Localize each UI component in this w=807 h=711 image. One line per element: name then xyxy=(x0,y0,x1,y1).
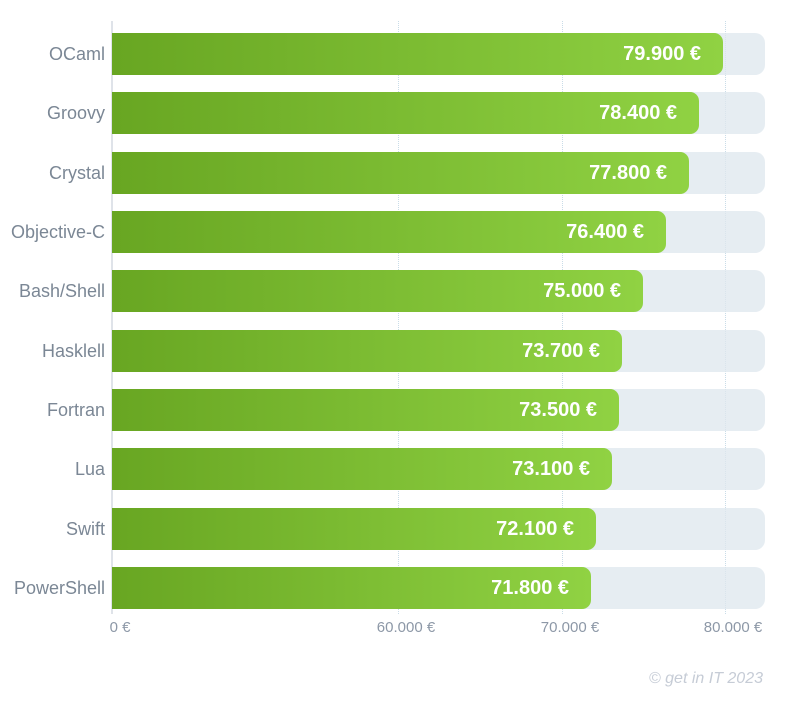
category-label: Bash/Shell xyxy=(18,281,105,301)
bar-track: 73.700 € xyxy=(112,330,765,372)
label-gap xyxy=(105,270,112,312)
category-label: Lua xyxy=(74,459,105,479)
value-bar: 72.100 € xyxy=(112,508,596,550)
category-label: Groovy xyxy=(46,103,105,123)
bar-row: Hasklell 73.700 € xyxy=(0,330,765,372)
bar-value-label: 73.500 € xyxy=(519,399,597,421)
label-gap xyxy=(105,508,112,550)
bar-value-label: 79.900 € xyxy=(623,43,701,65)
value-bar: 75.000 € xyxy=(112,270,643,312)
bar-row: Crystal 77.800 € xyxy=(0,152,765,194)
value-bar: 77.800 € xyxy=(112,152,689,194)
label-gap xyxy=(105,92,112,134)
bar-track: 79.900 € xyxy=(112,33,765,75)
label-gap xyxy=(105,389,112,431)
x-tick-label: 70.000 € xyxy=(540,619,600,636)
value-bar: 73.100 € xyxy=(112,448,612,490)
bar-row: Bash/Shell 75.000 € xyxy=(0,270,765,312)
label-gap xyxy=(105,33,112,75)
value-bar: 78.400 € xyxy=(112,92,699,134)
value-bar: 79.900 € xyxy=(112,33,723,75)
bar-track: 71.800 € xyxy=(112,567,765,609)
category-label: PowerShell xyxy=(13,578,105,598)
bar-track: 73.100 € xyxy=(112,448,765,490)
bar-track: 78.400 € xyxy=(112,92,765,134)
bar-row: OCaml 79.900 € xyxy=(0,33,765,75)
label-gap xyxy=(105,448,112,490)
bar-value-label: 77.800 € xyxy=(589,162,667,184)
bar-row: Lua 73.100 € xyxy=(0,448,765,490)
bar-track: 77.800 € xyxy=(112,152,765,194)
bar-value-label: 75.000 € xyxy=(543,280,621,302)
bar-value-label: 76.400 € xyxy=(566,221,644,243)
bar-track: 76.400 € xyxy=(112,211,765,253)
category-label: Objective-C xyxy=(10,222,105,242)
category-label: Crystal xyxy=(48,163,105,183)
category-label: OCaml xyxy=(48,44,105,64)
bar-value-label: 73.700 € xyxy=(522,340,600,362)
y-axis-line xyxy=(111,21,113,614)
value-bar: 76.400 € xyxy=(112,211,666,253)
bar-row: PowerShell 71.800 € xyxy=(0,567,765,609)
gridline-80000 xyxy=(725,21,726,614)
bar-value-label: 78.400 € xyxy=(599,102,677,124)
bar-row: Groovy 78.400 € xyxy=(0,92,765,134)
label-gap xyxy=(105,567,112,609)
gridline-60000 xyxy=(398,21,399,614)
bar-track: 73.500 € xyxy=(112,389,765,431)
x-tick-label: 0 € xyxy=(109,619,131,636)
category-label: Hasklell xyxy=(41,341,105,361)
copyright-credit: © get in IT 2023 xyxy=(648,670,763,687)
category-label: Swift xyxy=(65,519,105,539)
x-tick-label: 60.000 € xyxy=(376,619,436,636)
bar-row: Fortran 73.500 € xyxy=(0,389,765,431)
value-bar: 71.800 € xyxy=(112,567,591,609)
bar-track: 75.000 € xyxy=(112,270,765,312)
label-gap xyxy=(105,152,112,194)
bar-value-label: 71.800 € xyxy=(491,577,569,599)
x-tick-label: 80.000 € xyxy=(703,619,763,636)
value-bar: 73.500 € xyxy=(112,389,619,431)
category-label: Fortran xyxy=(46,400,105,420)
bar-value-label: 73.100 € xyxy=(512,458,590,480)
label-gap xyxy=(105,330,112,372)
bar-row: Objective-C 76.400 € xyxy=(0,211,765,253)
gridline-70000 xyxy=(562,21,563,614)
label-gap xyxy=(105,211,112,253)
value-bar: 73.700 € xyxy=(112,330,622,372)
bar-row: Swift 72.100 € xyxy=(0,508,765,550)
bar-value-label: 72.100 € xyxy=(496,518,574,540)
bar-track: 72.100 € xyxy=(112,508,765,550)
